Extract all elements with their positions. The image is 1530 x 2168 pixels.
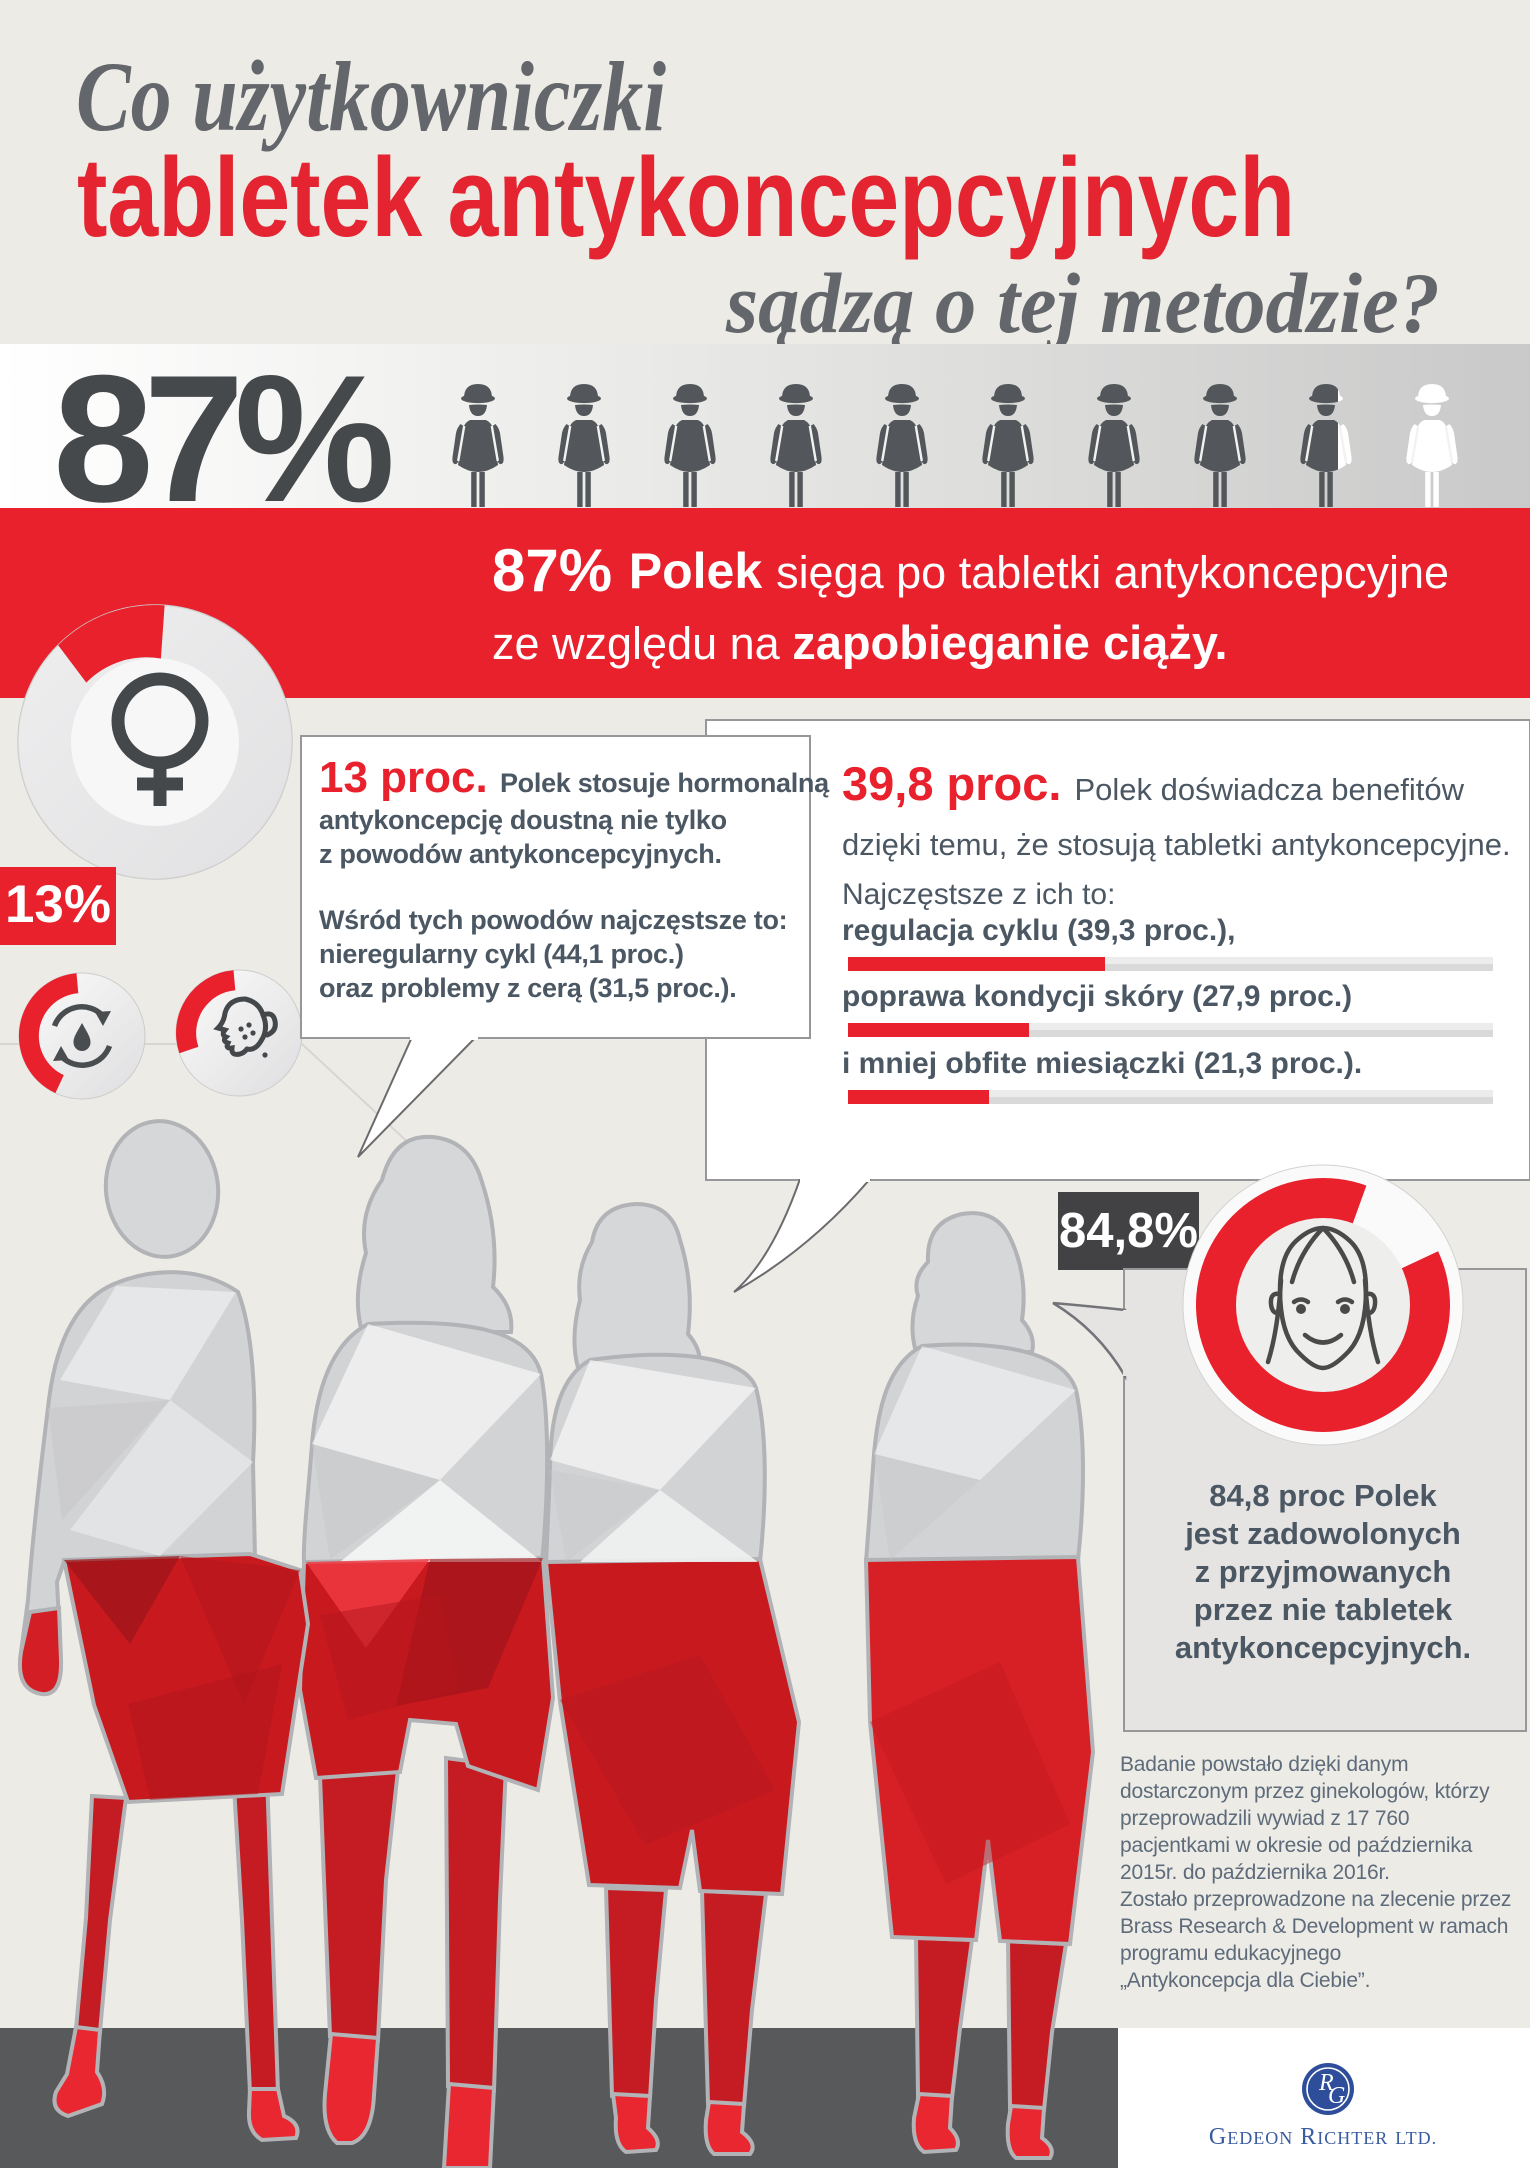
svg-text:sądzą o tej metodzie?: sądzą o tej metodzie? (725, 255, 1440, 344)
svg-text:Co użytkowniczki: Co użytkowniczki (76, 41, 666, 152)
svg-text:R: R (1318, 2070, 1334, 2096)
svg-text:tabletek antykoncepcyjnych: tabletek antykoncepcyjnych (77, 135, 1295, 260)
svg-text:G: G (1328, 2083, 1345, 2109)
